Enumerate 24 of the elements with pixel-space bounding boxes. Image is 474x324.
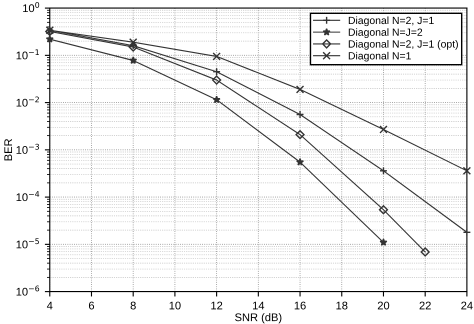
x-tick-label: 8 — [130, 302, 136, 310]
x-tick-label: 6 — [88, 302, 94, 310]
x-axis-title: SNR (dB) — [235, 313, 282, 324]
x-tick-label: 22 — [420, 302, 431, 310]
x-tick-label: 12 — [211, 302, 222, 310]
x-tick-label: 10 — [170, 302, 181, 310]
y-tick-label: 10$^{−1}$ — [16, 49, 39, 60]
y-tick-label: 10$^{−2}$ — [16, 96, 39, 107]
y-tick-label: 10$^{0}$ — [23, 2, 40, 12]
legend-label: Diagonal N=2, J=1 — [348, 16, 434, 26]
legend-label: Diagonal N=2, J=1 (opt) — [348, 40, 458, 50]
x-tick-label: 18 — [336, 302, 348, 310]
y-tick-label: 10$^{−6}$ — [16, 286, 40, 296]
y-axis-title: BER — [4, 138, 12, 160]
y-tick-label: 10$^{−5}$ — [16, 238, 39, 248]
x-tick-label: 4 — [46, 302, 53, 310]
y-tick-label: 10$^{−4}$ — [16, 191, 40, 202]
x-tick-label: 24 — [461, 302, 473, 310]
y-tick-label: 10$^{−3}$ — [16, 144, 40, 154]
legend-label: Diagonal N=1 — [348, 52, 411, 62]
x-tick-label: 14 — [253, 302, 264, 310]
legend-label: Diagonal N=J=2 — [348, 28, 422, 38]
x-tick-label: 20 — [378, 302, 390, 310]
x-tick-label: 16 — [294, 302, 306, 310]
